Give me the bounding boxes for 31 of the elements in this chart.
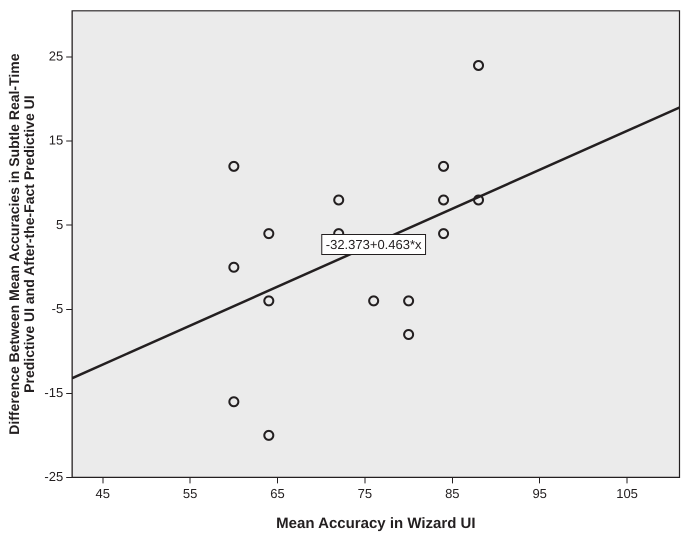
point [263,228,274,240]
y-axis-title: Difference Between Mean Accuracies in Subtle Real-Time Predictive UI and After-the-Fact Predictive UI [6,53,37,435]
point [228,262,240,273]
point [228,160,240,172]
y-tick-label: -5 [52,300,64,316]
y-tick-label: 5 [56,216,64,232]
x-tick-label: 45 [96,486,110,501]
point [263,295,274,306]
point [403,295,414,306]
y-tick-label: -25 [44,468,64,484]
point [403,328,414,340]
y-tick-label: 25 [48,48,64,64]
x-tick-label: 105 [616,486,638,501]
point [438,160,450,172]
x-axis-title: Mean Accuracy in Wizard UI [276,515,476,532]
point [473,194,484,206]
point [333,194,344,206]
point [228,396,240,408]
x-tick-label: 85 [445,486,460,501]
x-tick-label: 75 [358,486,372,501]
x-tick-label: 95 [532,486,547,501]
point [263,430,274,441]
y-tick-label: -15 [44,384,64,400]
point [473,60,484,71]
point [368,295,380,306]
point [438,194,450,206]
x-tick-label: 65 [270,486,285,501]
y-tick-label: 15 [48,132,64,148]
point [438,228,450,240]
annotation: -32.373+0.463*x [326,237,422,252]
x-tick-label: 55 [182,486,198,501]
